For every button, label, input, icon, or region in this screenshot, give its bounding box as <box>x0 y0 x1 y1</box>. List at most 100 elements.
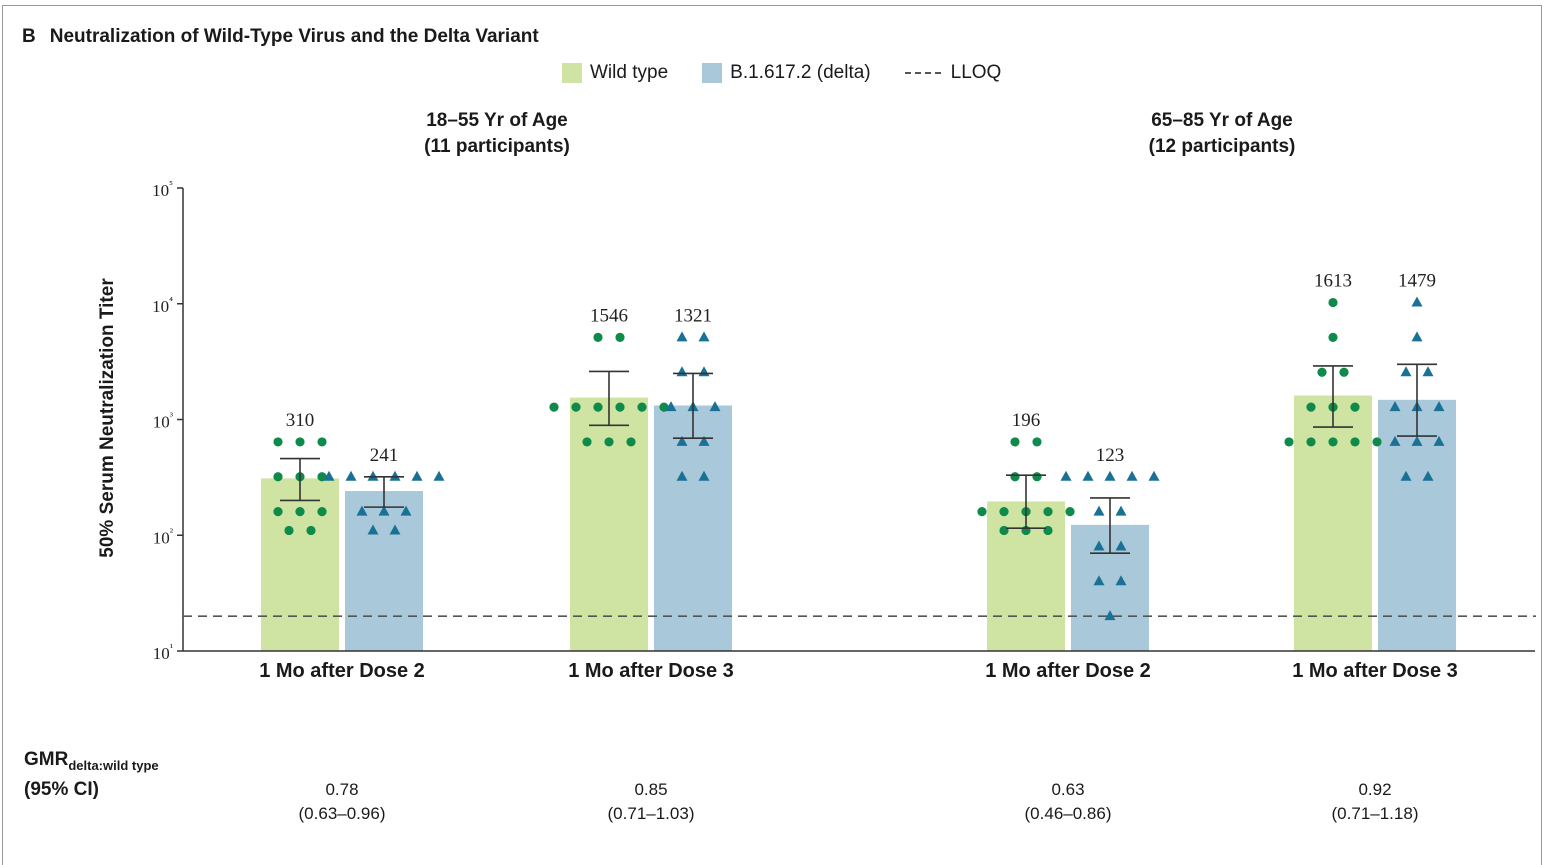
legend: Wild type B.1.617.2 (delta) LLOQ <box>562 62 1035 84</box>
panel-title: B Neutralization of Wild-Type Virus and t… <box>22 26 539 48</box>
data-point-wild-type <box>1317 367 1327 377</box>
data-point-wild-type <box>317 472 327 482</box>
data-point-wild-type <box>659 402 669 412</box>
bar-value-label: 241 <box>370 445 399 466</box>
bar-delta <box>654 405 732 651</box>
data-point-wild-type <box>593 402 603 412</box>
data-point-wild-type <box>615 402 625 412</box>
data-point-delta <box>400 505 412 516</box>
data-point-wild-type <box>626 437 636 447</box>
gmr-ci-1: (0.63–0.96) <box>298 804 386 823</box>
data-point-delta <box>345 470 357 481</box>
data-point-wild-type <box>1350 402 1360 412</box>
bar-value-label: 310 <box>286 410 315 431</box>
data-point-wild-type <box>1065 507 1075 517</box>
group-title-65-85-line1: 65–85 Yr of Age <box>1151 110 1293 131</box>
data-point-wild-type <box>1328 332 1338 343</box>
data-point-delta <box>698 435 710 446</box>
data-point-delta <box>1126 470 1138 481</box>
data-point-wild-type <box>295 437 305 447</box>
data-point-wild-type <box>317 437 327 447</box>
gmr-ci-2: (0.71–1.03) <box>607 804 695 823</box>
data-point-delta <box>1411 435 1423 446</box>
data-point-wild-type <box>593 332 603 343</box>
gmr-ci-4: (0.71–1.18) <box>1331 804 1419 823</box>
data-point-delta <box>1411 331 1423 342</box>
data-point-wild-type <box>273 472 283 482</box>
data-point-wild-type <box>977 507 987 517</box>
bar-value-label: 123 <box>1096 445 1125 466</box>
gmr-label-ci: (95% CI) <box>24 778 99 800</box>
x-category-1: 1 Mo after Dose 2 <box>259 660 425 682</box>
data-point-wild-type <box>582 437 592 447</box>
data-point-delta <box>1082 470 1094 481</box>
data-point-delta <box>389 524 401 535</box>
y-tick-label: 10¹ <box>153 642 173 663</box>
data-point-delta <box>367 524 379 535</box>
data-point-delta <box>356 505 368 516</box>
data-point-wild-type <box>637 402 647 412</box>
legend-item-wild-type: Wild type <box>562 62 668 84</box>
figure-frame <box>2 5 1542 865</box>
data-point-wild-type <box>306 525 316 536</box>
data-point-wild-type <box>1306 437 1316 447</box>
data-point-wild-type <box>999 507 1009 517</box>
bar-value-label: 196 <box>1012 410 1041 431</box>
data-point-wild-type <box>549 402 559 412</box>
y-tick-label: 10² <box>153 526 174 547</box>
data-point-delta <box>433 470 445 481</box>
data-point-delta <box>676 470 688 481</box>
legend-label-wild-type: Wild type <box>590 62 669 83</box>
gmr-col-4: 0.92 (0.71–1.18) <box>1332 778 1419 826</box>
data-point-wild-type <box>1339 367 1349 377</box>
data-point-wild-type <box>1328 297 1338 308</box>
data-point-delta <box>1400 366 1412 377</box>
data-point-wild-type <box>571 402 581 412</box>
group-title-65-85: 65–85 Yr of Age (12 participants) <box>1149 108 1296 160</box>
bar-value-label: 1321 <box>674 305 712 326</box>
data-point-delta <box>1115 505 1127 516</box>
bar-delta <box>345 491 423 651</box>
data-point-delta <box>1148 470 1160 481</box>
data-point-wild-type <box>1010 437 1020 447</box>
data-point-wild-type <box>615 332 625 343</box>
data-point-delta <box>676 331 688 342</box>
data-point-delta <box>1433 401 1445 412</box>
chart-plot: 10¹ 10² 10³ 10⁴ 10⁵ 310 1546 196 1613 241 1321 123 1… <box>152 179 1536 663</box>
data-point-delta <box>1104 470 1116 481</box>
y-tick-label: 10³ <box>153 411 174 432</box>
bar-value-label: 1479 <box>1398 271 1436 292</box>
data-point-delta <box>323 470 335 481</box>
panel-title-text: Neutralization of Wild-Type Virus and th… <box>49 26 539 47</box>
legend-item-delta: B.1.617.2 (delta) <box>702 62 871 84</box>
data-point-delta <box>1093 505 1105 516</box>
data-point-delta <box>367 470 379 481</box>
data-point-wild-type <box>999 525 1009 536</box>
gmr-label-main: GMR <box>24 749 69 770</box>
bar-wild-type <box>261 478 339 651</box>
data-point-delta <box>1093 575 1105 586</box>
data-point-wild-type <box>1032 472 1042 482</box>
legend-item-lloq: LLOQ <box>904 62 1001 84</box>
gmr-col-3: 0.63 (0.46–0.86) <box>1025 778 1112 826</box>
data-point-wild-type <box>317 507 327 517</box>
gmr-value-4: 0.92 <box>1358 780 1392 799</box>
data-point-wild-type <box>1284 437 1294 447</box>
data-point-wild-type <box>604 437 614 447</box>
data-point-delta <box>1422 470 1434 481</box>
data-point-delta <box>1104 610 1116 621</box>
x-category-3: 1 Mo after Dose 2 <box>985 660 1151 682</box>
data-point-delta <box>1115 575 1127 586</box>
data-point-delta <box>709 401 721 412</box>
gmr-value-2: 0.85 <box>634 780 668 799</box>
data-point-wild-type <box>1032 437 1042 447</box>
bar-wild-type <box>1294 395 1372 651</box>
panel-letter: B <box>22 26 36 47</box>
bar-value-label: 1613 <box>1314 271 1352 292</box>
legend-label-delta: B.1.617.2 (delta) <box>730 62 871 83</box>
data-point-delta <box>698 331 710 342</box>
data-point-wild-type <box>1350 437 1360 447</box>
data-point-delta <box>1433 435 1445 446</box>
group-title-18-55: 18–55 Yr of Age (11 participants) <box>424 108 570 160</box>
data-point-delta <box>378 505 390 516</box>
